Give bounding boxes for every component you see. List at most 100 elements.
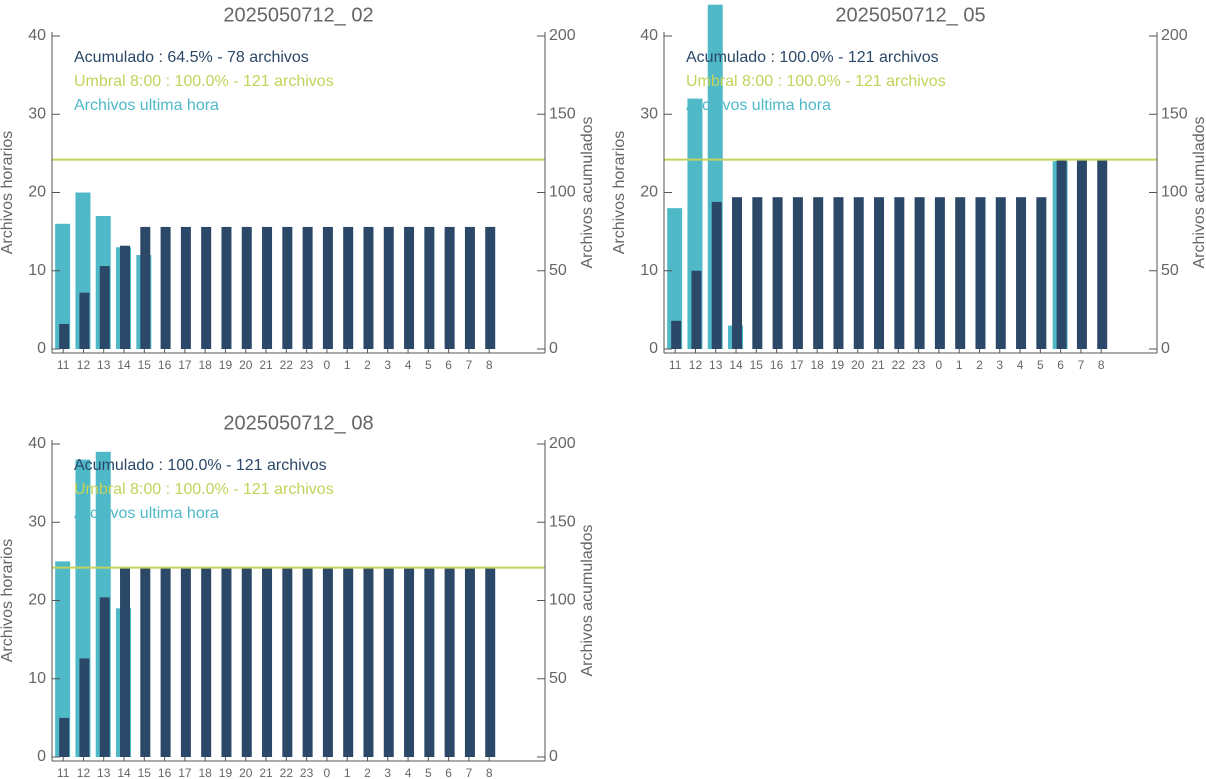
cumulative-bar — [752, 197, 763, 349]
x-tick-label: 14 — [117, 358, 131, 372]
y-tick-label: 10 — [28, 262, 46, 279]
y-tick-label: 20 — [640, 184, 658, 201]
cumulative-bar — [914, 197, 925, 349]
y-tick-label: 10 — [640, 262, 658, 279]
cumulative-bar — [464, 226, 475, 349]
y2-tick-label: 0 — [549, 748, 558, 765]
y2-tick-label: 0 — [549, 340, 558, 357]
y2-tick-label: 100 — [1161, 184, 1188, 201]
y2-tick-label: 200 — [549, 27, 576, 44]
cumulative-bar — [302, 226, 313, 349]
x-tick-label: 4 — [405, 358, 412, 372]
y-tick-label: 40 — [28, 27, 46, 44]
cumulative-bar — [383, 226, 394, 349]
x-tick-label: 5 — [425, 766, 432, 779]
x-tick-label: 15 — [750, 358, 764, 372]
legend-entry: Archivos ultima hora — [74, 505, 219, 522]
x-tick-label: 22 — [280, 358, 294, 372]
x-tick-label: 22 — [280, 766, 294, 779]
x-tick-label: 19 — [219, 358, 233, 372]
cumulative-bar — [302, 567, 313, 757]
cumulative-bar — [160, 567, 171, 757]
legend-entry: Acumulado : 100.0% - 121 archivos — [74, 457, 327, 474]
cumulative-bar — [140, 226, 151, 349]
legend-entry: Umbral 8:00 : 100.0% - 121 archivos — [74, 481, 334, 498]
y2-tick-label: 0 — [1161, 340, 1170, 357]
y-tick-label: 40 — [28, 435, 46, 452]
cumulative-bar — [691, 270, 702, 349]
x-tick-label: 16 — [158, 358, 172, 372]
cumulative-bar — [120, 245, 131, 349]
cumulative-bar — [343, 226, 354, 349]
cumulative-bar — [241, 226, 252, 349]
x-tick-label: 8 — [486, 766, 493, 779]
cumulative-bar — [282, 567, 293, 757]
chart-title: 2025050712_ 05 — [835, 4, 985, 26]
y2-tick-label: 150 — [1161, 105, 1188, 122]
legend-entry: Acumulado : 100.0% - 121 archivos — [686, 49, 939, 66]
cumulative-bar — [120, 567, 131, 757]
cumulative-bar — [1076, 159, 1087, 349]
x-tick-label: 7 — [466, 358, 473, 372]
x-tick-label: 20 — [239, 358, 253, 372]
y-tick-label: 10 — [28, 670, 46, 687]
x-tick-label: 17 — [790, 358, 804, 372]
x-tick-label: 17 — [178, 358, 192, 372]
cumulative-bar — [99, 597, 110, 757]
y2-tick-label: 150 — [549, 105, 576, 122]
cumulative-bar — [424, 567, 435, 757]
cumulative-bar — [1036, 197, 1047, 349]
y2-tick-label: 100 — [549, 592, 576, 609]
x-tick-label: 21 — [871, 358, 885, 372]
cumulative-bar — [975, 197, 986, 349]
x-tick-label: 23 — [300, 358, 314, 372]
cumulative-bar — [813, 197, 824, 349]
cumulative-bar — [404, 567, 415, 757]
cumulative-bar — [464, 567, 475, 757]
legend-entry: Archivos ultima hora — [74, 97, 219, 114]
x-tick-label: 5 — [425, 358, 432, 372]
x-tick-label: 1 — [956, 358, 963, 372]
x-tick-label: 16 — [770, 358, 784, 372]
cumulative-bar — [671, 320, 682, 349]
x-tick-label: 8 — [1098, 358, 1105, 372]
x-tick-label: 18 — [198, 766, 212, 779]
cumulative-bar — [262, 226, 273, 349]
x-tick-label: 6 — [445, 358, 452, 372]
x-tick-label: 20 — [239, 766, 253, 779]
cumulative-bar — [404, 226, 415, 349]
cumulative-bar — [444, 567, 455, 757]
y-tick-label: 30 — [28, 513, 46, 530]
x-tick-label: 6 — [1057, 358, 1064, 372]
y2-tick-label: 50 — [549, 262, 567, 279]
cumulative-bar — [180, 226, 191, 349]
y-tick-label: 20 — [28, 184, 46, 201]
hourly-bar — [55, 561, 71, 757]
cumulative-bar — [485, 567, 496, 757]
cumulative-bar — [955, 197, 966, 349]
x-tick-label: 11 — [57, 766, 70, 779]
cumulative-bar — [1056, 159, 1067, 349]
x-tick-label: 15 — [138, 358, 152, 372]
x-tick-label: 11 — [669, 358, 682, 372]
cumulative-bar — [160, 226, 171, 349]
legend-entry: Umbral 8:00 : 100.0% - 121 archivos — [74, 73, 334, 90]
x-tick-label: 8 — [486, 358, 493, 372]
legend-entry: Archivos ultima hora — [686, 97, 831, 114]
x-tick-label: 23 — [300, 766, 314, 779]
x-tick-label: 20 — [851, 358, 865, 372]
y-tick-label: 0 — [37, 340, 46, 357]
x-tick-label: 12 — [77, 358, 91, 372]
cumulative-bar — [99, 266, 110, 349]
y-tick-label: 30 — [640, 105, 658, 122]
cumulative-bar — [995, 197, 1006, 349]
y-tick-label: 40 — [640, 27, 658, 44]
cumulative-bar — [383, 567, 394, 757]
cumulative-bar — [201, 226, 212, 349]
y-axis-label: Archivos horarios — [611, 131, 628, 255]
y2-tick-label: 200 — [549, 435, 576, 452]
legend-entry: Umbral 8:00 : 100.0% - 121 archivos — [686, 73, 946, 90]
